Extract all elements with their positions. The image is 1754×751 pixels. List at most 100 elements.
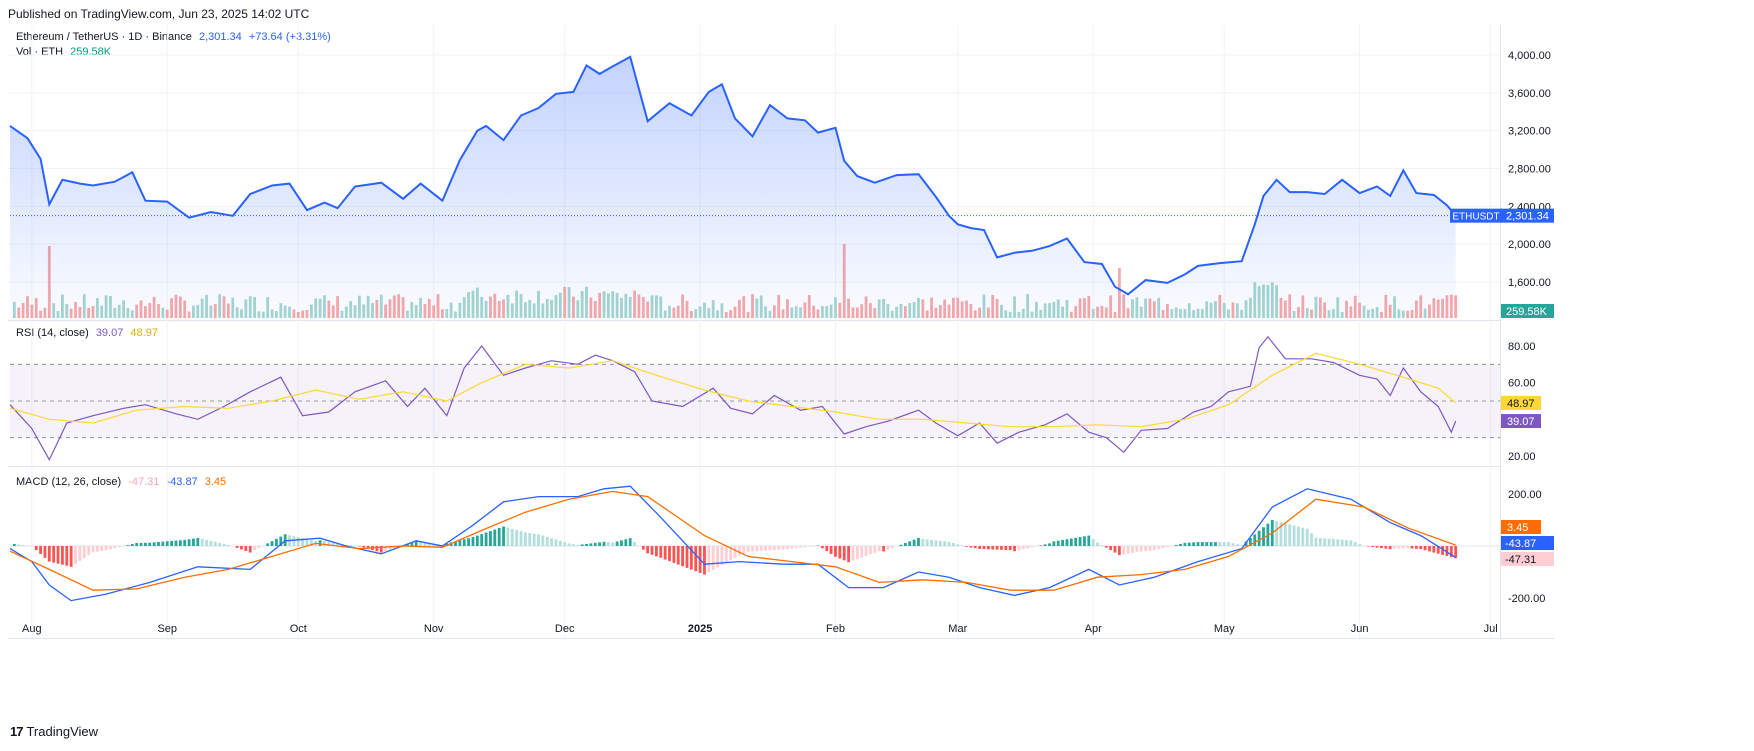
symbol-badge-text: ETHUSDT bbox=[1452, 212, 1499, 223]
macd-hist-bar bbox=[82, 546, 86, 559]
macd-hist-bar bbox=[1214, 542, 1217, 546]
macd-hist-bar bbox=[196, 537, 200, 546]
price-change: +73.64 (+3.31%) bbox=[248, 31, 331, 43]
price-tick-label: 3,200.00 bbox=[1508, 126, 1551, 138]
macd-hist-bar bbox=[1414, 546, 1418, 549]
macd-signal-value: 3.45 bbox=[204, 476, 227, 488]
macd-hist-bar bbox=[39, 546, 42, 554]
macd-hist-bar bbox=[1061, 539, 1065, 546]
macd-hist-bar bbox=[384, 546, 388, 552]
macd-line-badge bbox=[1501, 536, 1554, 550]
macd-hist-bar bbox=[707, 546, 711, 573]
macd-line bbox=[9, 485, 1457, 602]
macd-hist-bar bbox=[174, 540, 178, 546]
macd-hist-bar bbox=[558, 540, 562, 546]
macd-hist-bar bbox=[1362, 546, 1366, 547]
macd-hist-bar bbox=[91, 546, 95, 553]
macd-hist-bar bbox=[1139, 546, 1143, 552]
macd-hist-bar bbox=[1148, 546, 1152, 551]
macd-hist-badge bbox=[1501, 552, 1554, 566]
macd-hist-bar bbox=[746, 546, 750, 552]
macd-hist-bar bbox=[69, 546, 73, 567]
macd-hist-bar bbox=[253, 546, 256, 551]
macd-hist-bar bbox=[620, 540, 623, 546]
macd-hist-bar bbox=[903, 543, 907, 546]
macd-hist-bar bbox=[515, 530, 519, 546]
macd-hist-bar bbox=[676, 546, 680, 565]
macd-hist-bar bbox=[602, 541, 606, 546]
macd-hist-bar bbox=[1310, 533, 1313, 546]
macd-hist-bar bbox=[624, 539, 628, 546]
macd-histogram bbox=[12, 520, 1458, 575]
macd-hist-bar bbox=[820, 546, 824, 549]
macd-hist-bar bbox=[869, 546, 872, 555]
macd-hist-bar bbox=[1074, 537, 1078, 546]
rsi-badge-text: 39.07 bbox=[1507, 416, 1535, 428]
macd-hist-bar bbox=[1078, 537, 1082, 546]
rsi-ma-badge bbox=[1501, 395, 1541, 410]
macd-hist-bar bbox=[982, 546, 986, 550]
macd-hist-bar bbox=[152, 542, 156, 546]
volume-badge bbox=[1501, 304, 1554, 318]
macd-hist-badge-text: -47.31 bbox=[1505, 554, 1536, 566]
macd-hist-bar bbox=[113, 546, 117, 549]
macd-hist-bar bbox=[663, 546, 667, 560]
macd-hist-bar bbox=[1209, 542, 1213, 546]
macd-hist-bar bbox=[737, 546, 741, 556]
macd-hist-bar bbox=[143, 542, 147, 546]
macd-hist-bar bbox=[1039, 545, 1043, 546]
macd-hist-bar bbox=[1157, 546, 1161, 550]
macd-hist-bar bbox=[1008, 546, 1012, 551]
time-tick-label: Oct bbox=[290, 623, 307, 635]
price-tick-label: 2,800.00 bbox=[1508, 164, 1551, 176]
last-price: 2,301.34 bbox=[198, 31, 242, 43]
volume-badge-text: 259.58K bbox=[1506, 306, 1548, 318]
macd-hist-bar bbox=[523, 532, 527, 546]
macd-hist-bar bbox=[449, 542, 453, 546]
macd-hist-bar bbox=[668, 546, 671, 562]
macd-hist-bar bbox=[257, 546, 261, 548]
macd-hist-bar bbox=[655, 546, 658, 557]
macd-hist-bar bbox=[1428, 546, 1431, 552]
macd-hist-bar bbox=[1091, 539, 1095, 546]
time-tick-label: Dec bbox=[555, 623, 575, 635]
macd-hist-bar bbox=[742, 546, 746, 554]
macd-hist-bar bbox=[43, 546, 47, 558]
macd-hist-bar bbox=[672, 546, 676, 563]
macd-hist-bar bbox=[860, 546, 864, 558]
macd-hist-bar bbox=[1026, 546, 1030, 549]
macd-hist-bar bbox=[628, 538, 632, 546]
macd-hist-bar bbox=[1100, 545, 1104, 546]
macd-hist-bar bbox=[764, 546, 768, 551]
macd-hist-bar bbox=[637, 545, 641, 547]
macd-hist-bar bbox=[589, 543, 593, 546]
macd-hist-bar bbox=[1052, 541, 1056, 546]
macd-hist-bar bbox=[803, 546, 807, 548]
macd-hist-bar bbox=[1366, 546, 1370, 547]
macd-legend: MACD (12, 26, close) -47.31 -43.87 3.45 bbox=[16, 476, 230, 488]
macd-hist-bar bbox=[484, 532, 488, 546]
macd-hist-bar bbox=[205, 539, 208, 546]
macd-hist-bar bbox=[537, 534, 540, 546]
macd-hist-bar bbox=[611, 542, 615, 546]
macd-hist-bar bbox=[1096, 542, 1099, 546]
macd-hist-bar bbox=[161, 541, 165, 546]
macd-hist-bar bbox=[1030, 546, 1034, 548]
macd-hist-bar bbox=[87, 546, 91, 556]
macd-hist-bar bbox=[139, 542, 143, 546]
rsi-ma-value: 48.97 bbox=[130, 327, 158, 339]
macd-hist-bar bbox=[427, 542, 431, 546]
macd-hist-bar bbox=[502, 526, 505, 546]
macd-hist-bar bbox=[986, 546, 990, 550]
macd-hist-bar bbox=[838, 546, 842, 559]
macd-hist-bar bbox=[489, 531, 492, 546]
price-tick-label: 2,000.00 bbox=[1508, 239, 1551, 251]
macd-hist-bar bbox=[1249, 538, 1252, 546]
price-line bbox=[9, 55, 1457, 296]
macd-hist-bar bbox=[30, 546, 34, 547]
macd-hist-bar bbox=[1305, 528, 1309, 546]
macd-hist-bar bbox=[825, 546, 829, 552]
macd-hist-bar bbox=[768, 546, 772, 551]
macd-hist-bar bbox=[1327, 538, 1331, 546]
